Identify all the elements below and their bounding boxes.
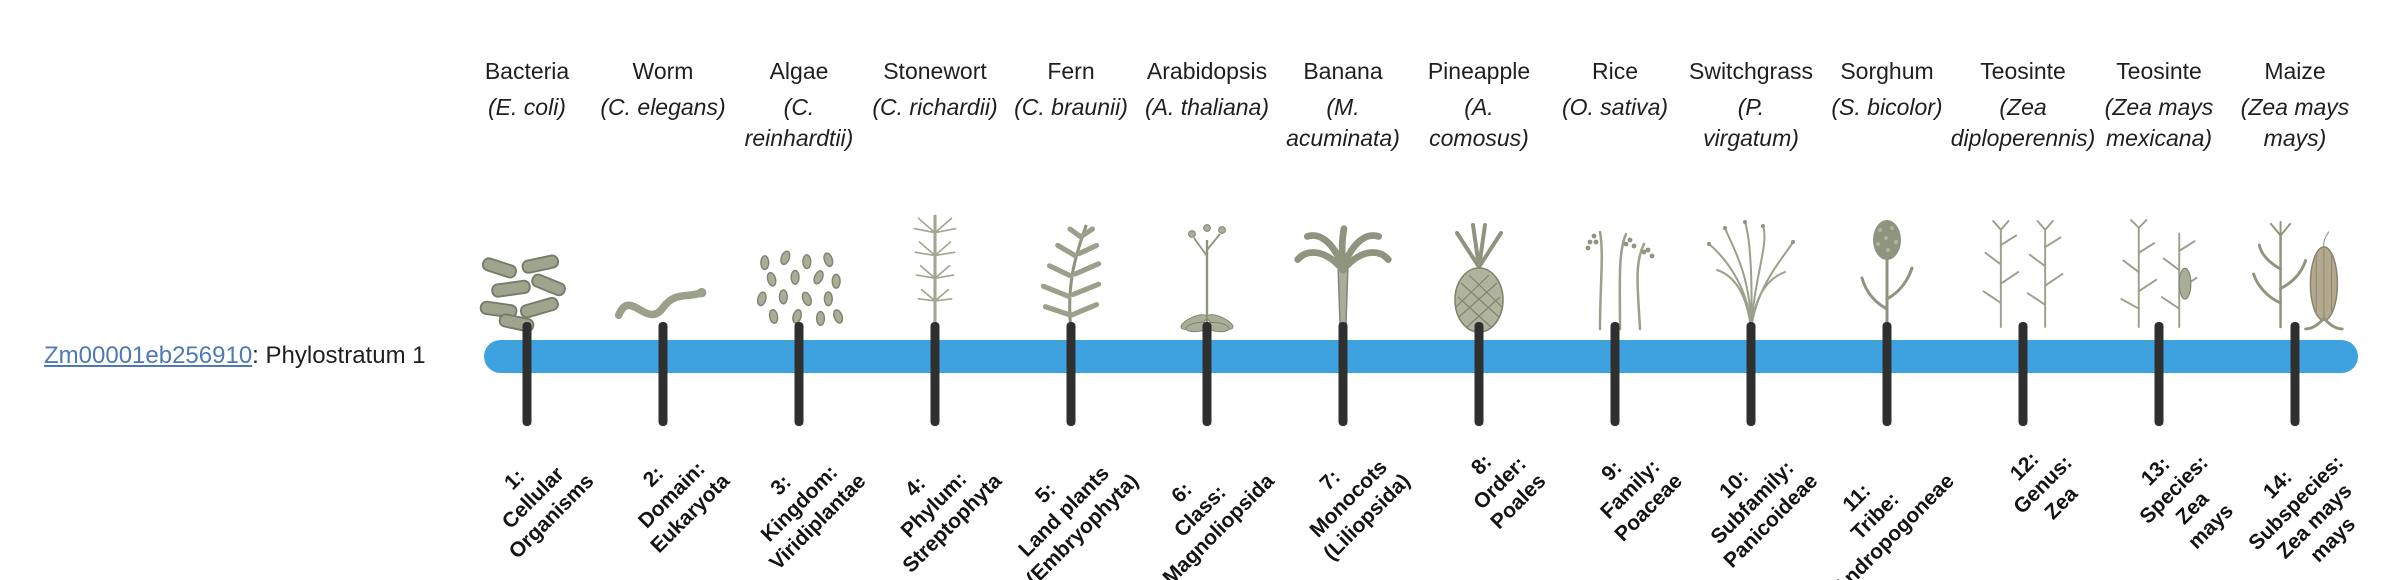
organism-column-teosinte-mexicana: Teosinte (Zea mays mexicana) 13: Species bbox=[2091, 56, 2238, 554]
rank-label-anchor: 3: Kingdom: Viridiplantae bbox=[691, 432, 871, 575]
organism-column-stonewort: Stonewort (C. richardii) 4: Phylum: Stre… bbox=[867, 56, 1006, 577]
arabidopsis-icon bbox=[1172, 196, 1242, 336]
gene-phylostratum-text: : Phylostratum 1 bbox=[252, 342, 426, 369]
organism-name: Bacteria bbox=[484, 58, 570, 84]
organism-columns: Bacteria (E. coli) 1: Cellu bbox=[459, 56, 2363, 580]
organism-scientific-name: (A. thaliana) bbox=[1144, 94, 1269, 120]
organism-column-rice: Rice (O. sativa) 9 bbox=[1547, 56, 1687, 546]
organism-scientific-name: (E. coli) bbox=[488, 94, 566, 120]
organism-name: Algae bbox=[769, 58, 829, 84]
phylostratum-rank-label: 7: Monocots (Liliopsida) bbox=[1305, 455, 1415, 565]
organism-column-maize: Maize (Zea mays mays) bbox=[2227, 56, 2363, 567]
phylostratum-tick bbox=[1882, 322, 1892, 426]
organism-scientific-name: (C. reinhardtii) bbox=[744, 94, 854, 151]
phylostratum-tick bbox=[2290, 322, 2300, 426]
organism-name: Teosinte bbox=[2116, 58, 2202, 84]
organism-name: Stonewort bbox=[883, 58, 987, 84]
phylostratum-tick bbox=[2018, 322, 2028, 426]
phylostratum-tick bbox=[1610, 322, 1620, 426]
organism-column-sorghum: Sorghum (S. bicolor) 1 bbox=[1819, 56, 1959, 580]
organism-column-worm: Worm (C. elegans) 2: Domain: Eukaryota bbox=[595, 56, 734, 558]
teosinte-mexicana-icon bbox=[2106, 196, 2212, 336]
phylostratum-tick bbox=[2154, 322, 2164, 426]
phylostratum-bar bbox=[484, 340, 2358, 373]
rank-label-anchor: 8: Order: Poales bbox=[1429, 432, 1551, 534]
rank-label-anchor: 5: Land plants (Embryophyta) bbox=[941, 432, 1143, 580]
organism-name: Arabidopsis bbox=[1146, 58, 1268, 84]
phylostratum-rank-label: 12: Genus: Zea bbox=[2005, 447, 2082, 525]
rice-icon bbox=[1570, 196, 1660, 336]
fern-icon bbox=[1025, 196, 1117, 336]
banana-icon bbox=[1290, 196, 1396, 336]
organism-column-fern: Fern (C. braunii) 5: Land plants (Embryo… bbox=[1003, 56, 1143, 580]
organism-scientific-name: (C. braunii) bbox=[1014, 94, 1128, 120]
rank-label-anchor: 4: Phylum: Streptophyta bbox=[823, 432, 1007, 578]
sorghum-icon bbox=[1852, 196, 1922, 336]
rank-label-anchor: 7: Monocots (Liliopsida) bbox=[1249, 432, 1414, 565]
organism-scientific-name: (C. elegans) bbox=[600, 94, 726, 120]
phylostratum-tick bbox=[794, 322, 804, 426]
rank-label-anchor: 1: Cellular Organisms bbox=[435, 432, 599, 564]
organism-scientific-name: (A. comosus) bbox=[1429, 94, 1529, 151]
rank-label-anchor: 6: Class: Magnoliopsida bbox=[1078, 432, 1279, 580]
rank-label-anchor: 14: Subspecies: Zea mays mays bbox=[2189, 432, 2361, 567]
phylostratum-tick bbox=[658, 322, 668, 426]
bacteria-icon bbox=[475, 196, 579, 336]
organism-scientific-name: (O. sativa) bbox=[1561, 94, 1669, 120]
organism-column-arabidopsis: Arabidopsis (A. thaliana) 6: Cl bbox=[1139, 56, 1279, 580]
worm-icon bbox=[611, 196, 715, 336]
rank-label-anchor: 2: Domain: Eukaryota bbox=[579, 432, 734, 557]
rank-label-anchor: 12: Genus: Zea bbox=[1969, 432, 2082, 525]
switchgrass-icon bbox=[1701, 196, 1801, 336]
organism-column-teosinte-diploperennis: Teosinte (Zea diploperennis) 12: Genus: bbox=[1951, 56, 2095, 524]
phylostratum-tick bbox=[1066, 322, 1076, 426]
organism-name: Teosinte bbox=[1980, 58, 2066, 84]
phylostratum-tick bbox=[1474, 322, 1484, 426]
organism-name: Worm bbox=[632, 58, 694, 84]
organism-name: Banana bbox=[1303, 58, 1383, 84]
organism-name: Sorghum bbox=[1840, 58, 1934, 84]
stonewort-icon bbox=[904, 196, 966, 336]
phylostratum-tick bbox=[1338, 322, 1348, 426]
phylostratum-tick bbox=[1202, 322, 1212, 426]
pineapple-icon bbox=[1439, 196, 1519, 336]
rank-label-anchor: 13: Species: Zea mays bbox=[2091, 432, 2238, 554]
phylostratum-tick bbox=[1746, 322, 1756, 426]
organism-column-pineapple: Pineapple (A. comosus) 8: Order: Poales bbox=[1411, 56, 1551, 534]
organism-scientific-name: (Zea diploperennis) bbox=[1950, 94, 2096, 151]
organism-name: Maize bbox=[2264, 58, 2326, 84]
organism-name: Rice bbox=[1591, 58, 1638, 84]
rank-label-anchor: 9: Family: Poaceae bbox=[1548, 432, 1687, 546]
phylostratum-rank-label: 14: Subspecies: Zea mays mays bbox=[2244, 451, 2361, 567]
organism-column-switchgrass: Switchgrass (P. virgatum) bbox=[1683, 56, 1823, 572]
organism-name: Pineapple bbox=[1427, 58, 1531, 84]
rank-label-anchor: 11: Tribe: Andropogoneae bbox=[1744, 432, 1959, 580]
gene-id-link[interactable]: Zm00001eb256910 bbox=[44, 342, 253, 369]
organism-name: Switchgrass bbox=[1689, 58, 1813, 84]
organism-scientific-name: (C. richardii) bbox=[872, 94, 998, 120]
organism-column-bacteria: Bacteria (E. coli) 1: Cellu bbox=[459, 56, 599, 563]
phylostratum-rank-label: 8: Order: Poales bbox=[1467, 450, 1551, 534]
organism-column-banana: Banana (M. acuminata) 7: Monocots (Lilio… bbox=[1275, 56, 1415, 565]
organism-scientific-name: (M. acuminata) bbox=[1286, 94, 1400, 151]
maize-icon bbox=[2242, 196, 2348, 336]
organism-column-algae: Algae (C. reinhardtii) bbox=[731, 56, 871, 575]
phylostratum-rank-label: 11: Tribe: Andropogoneae bbox=[1828, 469, 1959, 580]
phylostratum-tick bbox=[522, 322, 532, 426]
algae-icon bbox=[750, 196, 848, 336]
phylostratum-tick bbox=[930, 322, 940, 426]
gene-label: Zm00001eb256910: Phylostratum 1 bbox=[44, 342, 426, 370]
organism-scientific-name: (Zea mays mexicana) bbox=[2104, 94, 2214, 151]
organism-scientific-name: (P. virgatum) bbox=[1703, 94, 1799, 151]
organism-scientific-name: (S. bicolor) bbox=[1831, 94, 1943, 120]
teosinte-diploperennis-icon bbox=[1970, 196, 2076, 336]
organism-name: Fern bbox=[1047, 58, 1095, 84]
organism-scientific-name: (Zea mays mays) bbox=[2240, 94, 2350, 151]
